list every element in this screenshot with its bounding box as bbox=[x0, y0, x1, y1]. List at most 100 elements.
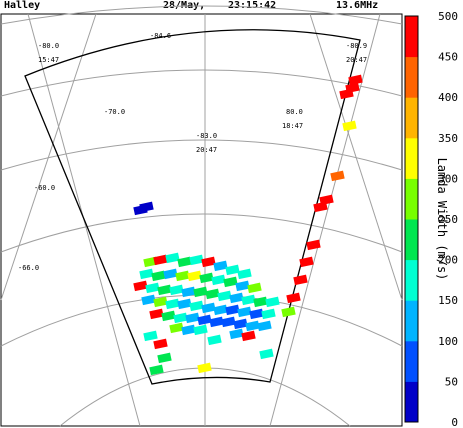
data-cell bbox=[233, 318, 248, 330]
data-cell bbox=[207, 334, 222, 346]
data-cell bbox=[253, 296, 268, 308]
latitude-grid bbox=[0, 5, 403, 427]
colorbar-segment bbox=[405, 97, 418, 139]
grid-label-lon-2: -80.9 bbox=[346, 42, 367, 50]
data-cell bbox=[143, 330, 158, 342]
data-cell bbox=[157, 284, 172, 296]
data-cell bbox=[245, 320, 260, 332]
meridian-left bbox=[0, 13, 97, 301]
data-cell bbox=[139, 268, 154, 280]
colorbar-frame bbox=[404, 15, 419, 423]
colorbar-segment bbox=[405, 137, 418, 179]
data-cell bbox=[199, 272, 214, 284]
grid-label-mlt-2: 20:47 bbox=[346, 56, 367, 64]
data-cell bbox=[169, 322, 184, 334]
time-label: 23:15:42 bbox=[228, 0, 277, 11]
data-cell bbox=[197, 314, 212, 326]
data-cell bbox=[149, 308, 164, 320]
colorbar-tick-label: 0 bbox=[451, 416, 458, 428]
data-cell bbox=[163, 268, 178, 280]
data-cell bbox=[141, 294, 156, 306]
grid-label-lat-6: -66.0 bbox=[18, 264, 39, 272]
data-cell bbox=[223, 276, 238, 288]
data-cell bbox=[201, 256, 216, 268]
grid-labels: -80.0 15:47 -84.6 -80.9 20:47 -70.0 80.0… bbox=[18, 32, 367, 272]
data-cell bbox=[225, 264, 240, 276]
colorbar-tick-label: 400 bbox=[438, 91, 458, 104]
meridian-right-inner bbox=[269, 13, 381, 427]
data-cell bbox=[197, 362, 212, 374]
data-cell bbox=[153, 338, 168, 350]
data-cell bbox=[145, 282, 160, 294]
grid-label-lat-1: -80.0 bbox=[38, 42, 59, 50]
colorbar-tick-label: 300 bbox=[438, 172, 458, 185]
data-cell bbox=[225, 304, 240, 316]
grid-arc-1 bbox=[0, 5, 403, 25]
grid-label-lat-4: -83.0 bbox=[196, 132, 217, 140]
colorbar-tick-label: 350 bbox=[438, 132, 458, 145]
colorbar-segment bbox=[405, 16, 418, 58]
data-cell bbox=[306, 239, 321, 251]
data-cell bbox=[157, 352, 172, 364]
colorbar-tick-label: 200 bbox=[438, 254, 458, 267]
colorbar-segment bbox=[405, 219, 418, 261]
data-cell bbox=[189, 300, 204, 312]
data-cell bbox=[299, 256, 314, 268]
data-cell bbox=[165, 252, 180, 264]
data-cell bbox=[165, 298, 180, 310]
data-cell bbox=[185, 312, 200, 324]
data-cell bbox=[221, 316, 236, 328]
grid-label-lat-2: -70.0 bbox=[104, 108, 125, 116]
data-cell bbox=[342, 120, 357, 132]
data-cell bbox=[281, 306, 296, 318]
data-cell bbox=[187, 270, 202, 282]
data-cell bbox=[241, 330, 256, 342]
data-cell bbox=[193, 324, 208, 336]
data-cell bbox=[211, 274, 226, 286]
data-cell bbox=[229, 328, 244, 340]
colorbar-segment bbox=[405, 340, 418, 382]
data-cell bbox=[177, 256, 192, 268]
colorbar-tick-label: 450 bbox=[438, 51, 458, 64]
data-cell bbox=[177, 298, 192, 310]
data-cell bbox=[175, 270, 190, 282]
data-cell bbox=[330, 170, 345, 182]
data-cell bbox=[213, 304, 228, 316]
meridian-right bbox=[309, 13, 403, 301]
data-cell bbox=[348, 74, 363, 86]
colorbar-segment bbox=[405, 300, 418, 342]
data-cell bbox=[241, 294, 256, 306]
data-cell bbox=[209, 316, 224, 328]
data-cell bbox=[237, 268, 252, 280]
data-cell bbox=[201, 302, 216, 314]
grid-arc-3 bbox=[0, 139, 403, 171]
data-cell bbox=[169, 284, 184, 296]
data-cell bbox=[181, 324, 196, 336]
colorbar-segment bbox=[405, 381, 418, 423]
grid-label-mlt-3: 18:47 bbox=[282, 122, 303, 130]
data-cell bbox=[237, 306, 252, 318]
colorbar-tick-label: 250 bbox=[438, 213, 458, 226]
grid-label-lat-5: -60.0 bbox=[34, 184, 55, 192]
data-cell bbox=[235, 280, 250, 292]
data-cells bbox=[133, 74, 363, 376]
data-cell bbox=[249, 308, 264, 320]
grid-arc-4 bbox=[0, 213, 403, 253]
data-cell bbox=[247, 282, 262, 294]
data-cell bbox=[213, 260, 228, 272]
colorbar-segment bbox=[405, 259, 418, 301]
data-cell bbox=[173, 312, 188, 324]
colorbar-tick-label: 500 bbox=[438, 10, 458, 23]
data-cell bbox=[345, 82, 360, 94]
colorbar-label: Lamda Width (m/s) bbox=[435, 158, 449, 281]
grid-label-mlt-1: 15:47 bbox=[38, 56, 59, 64]
data-cell bbox=[286, 292, 301, 304]
grid-label-lon-1: -84.6 bbox=[150, 32, 171, 40]
colorbar-segment bbox=[405, 56, 418, 98]
data-cell bbox=[217, 290, 232, 302]
data-cell bbox=[149, 364, 164, 376]
data-cell bbox=[319, 194, 334, 206]
data-cell bbox=[229, 292, 244, 304]
data-cell bbox=[261, 308, 276, 320]
